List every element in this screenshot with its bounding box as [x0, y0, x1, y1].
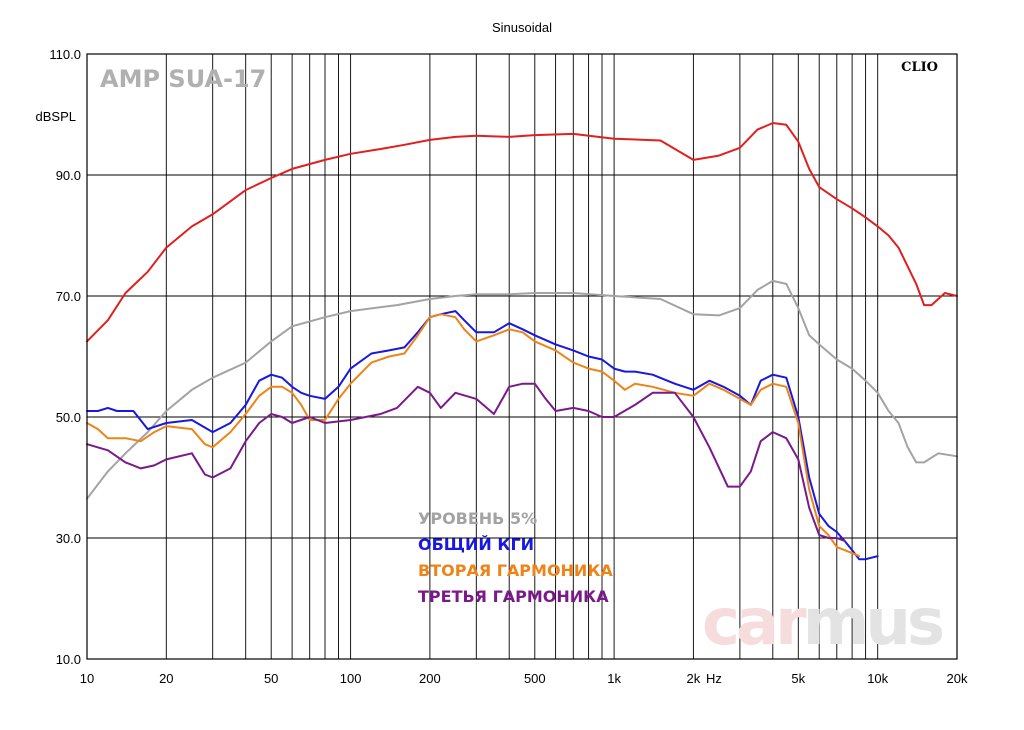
legend: УРОВЕНЬ 5% ОБЩИЙ КГИ ВТОРАЯ ГАРМОНИКА ТРЕТЬ… — [418, 509, 613, 606]
x-tick-label: 10 — [80, 671, 94, 686]
watermark-car: car — [702, 586, 807, 660]
series-lines — [86, 122, 958, 561]
legend-entry: ОБЩИЙ КГИ — [418, 535, 534, 554]
x-tick-label: 50 — [264, 671, 278, 686]
x-tick-label: 100 — [340, 671, 362, 686]
grid-vertical — [165, 54, 879, 659]
x-tick-label: 500 — [524, 671, 546, 686]
watermark: carmus — [702, 586, 947, 660]
series-line-1 — [86, 122, 958, 343]
x-tick-labels: 10 20 50 100 200 500 1k 2k 5k 10k 20k — [80, 671, 968, 686]
legend-entry: ВТОРАЯ ГАРМОНИКА — [418, 561, 613, 580]
x-tick-label: 200 — [419, 671, 441, 686]
x-tick-label: 10k — [867, 671, 888, 686]
y-tick-label: 90.0 — [56, 168, 81, 183]
x-tick-label: 1k — [607, 671, 621, 686]
y-tick-label: 10.0 — [56, 652, 81, 667]
legend-entry: ТРЕТЬЯ ГАРМОНИКА — [418, 587, 609, 606]
y-axis-label: dBSPL — [36, 109, 76, 124]
chart-title: Sinusoidal — [492, 20, 552, 35]
series-line-5 — [86, 382, 846, 542]
legend-entry: УРОВЕНЬ 5% — [418, 509, 537, 528]
plot-frame — [86, 53, 958, 660]
brand-label: CLIO — [901, 60, 938, 75]
y-tick-labels: 110.0 90.0 70.0 50.0 30.0 10.0 — [49, 47, 81, 667]
x-tick-label: 2k — [687, 671, 701, 686]
device-label: AMP SUA-17 — [100, 65, 266, 93]
series-line-2 — [86, 279, 958, 500]
y-tick-label: 50.0 — [56, 410, 81, 425]
y-tick-label: 70.0 — [56, 289, 81, 304]
y-tick-label: 30.0 — [56, 531, 81, 546]
series-line-4 — [86, 313, 861, 558]
x-axis-unit: Hz — [706, 671, 722, 686]
y-tick-label: 110.0 — [49, 47, 81, 62]
x-tick-label: 20 — [159, 671, 173, 686]
x-tick-label: 5k — [791, 671, 805, 686]
series-line-3 — [86, 310, 879, 561]
x-tick-label: 20k — [947, 671, 968, 686]
watermark-mus: mus — [803, 586, 943, 660]
svg-text:carmus: carmus — [702, 586, 943, 660]
